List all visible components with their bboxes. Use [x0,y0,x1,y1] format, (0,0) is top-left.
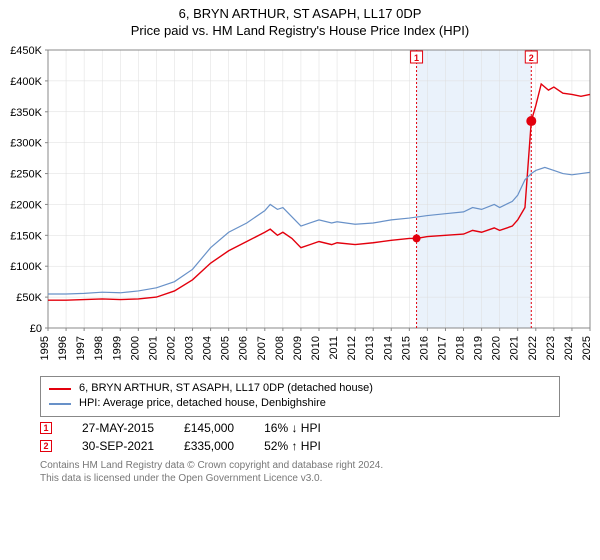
transaction-row-1: 1 27-MAY-2015 £145,000 16% ↓ HPI [40,421,560,435]
svg-text:1999: 1999 [111,336,123,360]
svg-text:2004: 2004 [202,336,214,360]
svg-text:£0: £0 [30,323,42,335]
svg-text:£150K: £150K [10,230,42,242]
svg-text:1997: 1997 [75,336,87,360]
svg-text:2009: 2009 [292,336,304,360]
svg-text:2015: 2015 [400,336,412,360]
svg-text:2022: 2022 [527,336,539,360]
svg-text:2007: 2007 [256,336,268,360]
chart-subtitle: Price paid vs. HM Land Registry's House … [0,21,600,42]
svg-text:£200K: £200K [10,199,42,211]
footer: Contains HM Land Registry data © Crown c… [40,459,560,485]
svg-text:2008: 2008 [274,336,286,360]
chart-title: 6, BRYN ARTHUR, ST ASAPH, LL17 0DP [0,0,600,21]
svg-text:2024: 2024 [563,336,575,360]
svg-text:2017: 2017 [436,336,448,360]
svg-text:2023: 2023 [545,336,557,360]
svg-text:£300K: £300K [10,138,42,150]
svg-text:2002: 2002 [165,336,177,360]
svg-text:£450K: £450K [10,45,42,57]
transaction-delta-2: 52% ↑ HPI [264,439,321,453]
svg-text:£250K: £250K [10,169,42,181]
svg-text:2012: 2012 [346,336,358,360]
svg-text:£50K: £50K [16,292,42,304]
line-chart: £0 £50K £100K £150K £200K £250K £300K £350K £400… [0,42,600,372]
svg-text:2005: 2005 [220,336,232,360]
svg-text:£100K: £100K [10,261,42,273]
svg-text:2018: 2018 [455,336,467,360]
legend-row-price: 6, BRYN ARTHUR, ST ASAPH, LL17 0DP (deta… [49,381,551,396]
chart-container: 6, BRYN ARTHUR, ST ASAPH, LL17 0DP Price… [0,0,600,560]
svg-text:1998: 1998 [93,336,105,360]
svg-text:2020: 2020 [491,336,503,360]
legend-label-hpi: HPI: Average price, detached house, Denb… [79,396,326,411]
svg-text:1995: 1995 [39,336,51,360]
svg-text:2019: 2019 [473,336,485,360]
legend-label-price: 6, BRYN ARTHUR, ST ASAPH, LL17 0DP (deta… [79,381,373,396]
svg-text:1: 1 [414,53,419,63]
svg-text:2025: 2025 [581,336,593,360]
footer-line-1: Contains HM Land Registry data © Crown c… [40,459,560,472]
svg-text:2001: 2001 [147,336,159,360]
svg-text:2016: 2016 [418,336,430,360]
legend-row-hpi: HPI: Average price, detached house, Denb… [49,396,551,411]
svg-text:£400K: £400K [10,76,42,88]
legend: 6, BRYN ARTHUR, ST ASAPH, LL17 0DP (deta… [40,376,560,417]
svg-text:2014: 2014 [382,336,394,360]
legend-swatch-hpi [49,403,71,405]
svg-text:1996: 1996 [57,336,69,360]
svg-text:2011: 2011 [328,336,340,360]
footer-line-2: This data is licensed under the Open Gov… [40,472,560,485]
transaction-marker-1: 1 [40,422,52,434]
transaction-date-2: 30-SEP-2021 [82,439,154,453]
legend-swatch-price [49,388,71,390]
svg-text:£350K: £350K [10,107,42,119]
transaction-row-2: 2 30-SEP-2021 £335,000 52% ↑ HPI [40,439,560,453]
svg-text:2013: 2013 [364,336,376,360]
svg-text:2000: 2000 [129,336,141,360]
transaction-date-1: 27-MAY-2015 [82,421,154,435]
transaction-price-2: £335,000 [184,439,234,453]
svg-text:2010: 2010 [310,336,322,360]
svg-text:2021: 2021 [509,336,521,360]
svg-text:2003: 2003 [184,336,196,360]
transaction-price-1: £145,000 [184,421,234,435]
transaction-delta-1: 16% ↓ HPI [264,421,321,435]
transaction-marker-2: 2 [40,440,52,452]
svg-text:2: 2 [529,53,534,63]
svg-text:2006: 2006 [238,336,250,360]
